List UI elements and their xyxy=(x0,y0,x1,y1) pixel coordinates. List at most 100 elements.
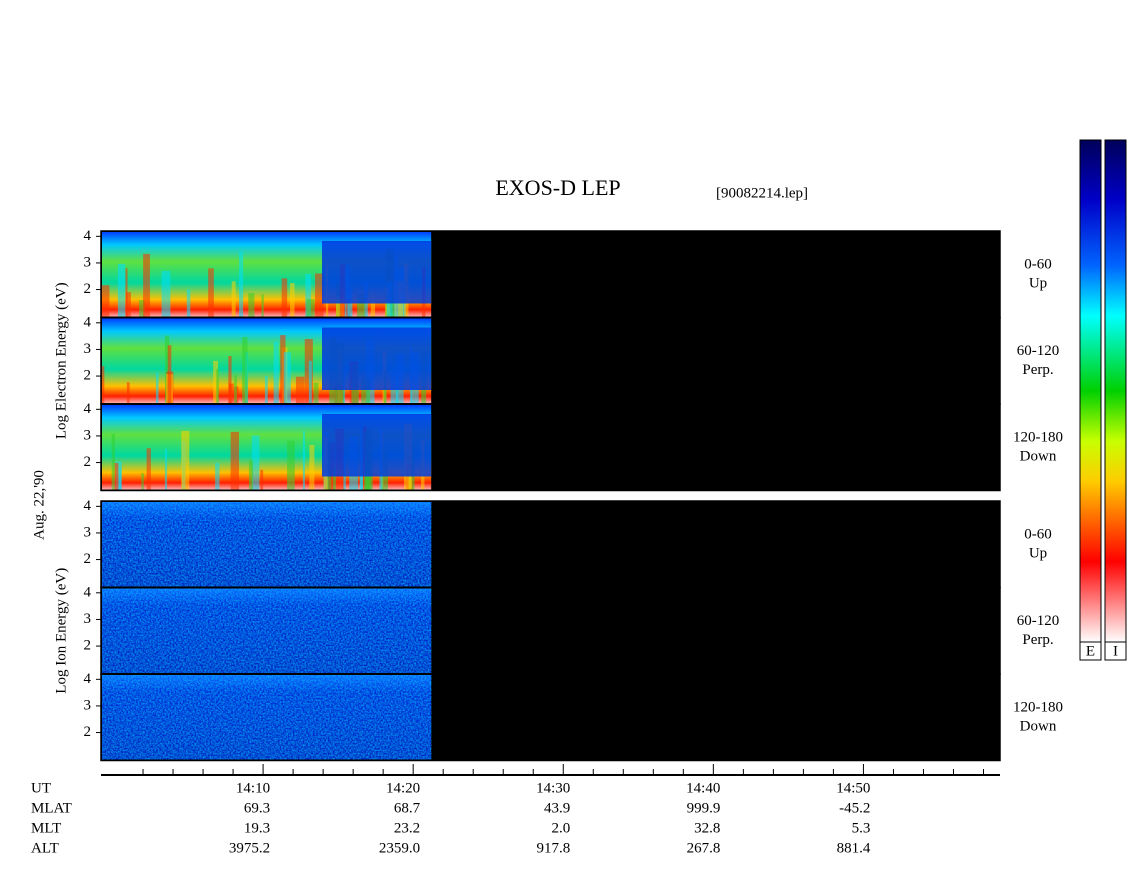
spectrogram-streak xyxy=(161,270,171,317)
spectrogram-noise xyxy=(102,675,432,760)
spectrogram-streak xyxy=(304,339,313,403)
x-tick-label: 14:50 xyxy=(836,780,870,796)
spectrogram-streak xyxy=(234,374,237,403)
spectrogram-streak xyxy=(213,360,218,403)
spectrogram-noise xyxy=(102,502,432,587)
spectrogram-region xyxy=(322,241,432,304)
ephemeris-value: 3975.2 xyxy=(229,840,270,856)
ephemeris-value: 5.3 xyxy=(852,820,871,836)
colorbar xyxy=(1104,139,1127,643)
spectrogram-streak xyxy=(146,448,151,490)
spectrogram-streak xyxy=(260,469,264,490)
panel-label: Down xyxy=(1020,448,1057,464)
ephemeris-value: 2359.0 xyxy=(379,840,420,856)
spectrogram-streak xyxy=(141,473,144,490)
spectrogram-streak xyxy=(248,460,254,490)
panel-label: 60-120 xyxy=(1017,613,1060,629)
spectrogram-streak xyxy=(139,300,145,317)
x-tick-label: 14:10 xyxy=(236,780,270,796)
panel-label: Up xyxy=(1029,275,1047,291)
colorbar-label-box xyxy=(1104,641,1127,661)
spectrogram-streak xyxy=(164,335,170,403)
panel-label: 120-180 xyxy=(1013,429,1063,445)
spectrogram-streak xyxy=(261,294,264,317)
panel-label: Up xyxy=(1029,545,1047,561)
panel-label: 60-120 xyxy=(1017,343,1060,359)
spectrogram-streak xyxy=(208,268,214,317)
x-tick-label: 14:20 xyxy=(386,780,420,796)
ephemeris-value: -45.2 xyxy=(839,800,870,816)
spectrogram-streak xyxy=(186,289,191,317)
spectrogram-streak xyxy=(239,251,244,317)
y-tick-label: 3 xyxy=(84,697,92,713)
spectrogram-streak xyxy=(315,273,324,317)
spectrogram-streak xyxy=(143,253,150,317)
spectrogram-streak xyxy=(287,440,295,490)
y-axis-label: Log Ion Energy (eV) xyxy=(53,568,69,694)
spectrogram-streak xyxy=(273,341,279,403)
spectrogram-streak xyxy=(251,435,260,490)
date: Aug. 22,'90 xyxy=(31,470,47,540)
panel-label: 0-60 xyxy=(1024,526,1052,542)
y-tick-label: 4 xyxy=(84,314,92,330)
spectrogram-streak xyxy=(332,466,336,490)
y-tick-label: 4 xyxy=(84,584,92,600)
spectrogram-streak xyxy=(309,444,315,490)
y-tick-label: 4 xyxy=(84,228,92,244)
ephemeris-value: 68.7 xyxy=(394,800,421,816)
ephemeris-value: 917.8 xyxy=(537,840,571,856)
ephemeris-value: 23.2 xyxy=(394,820,420,836)
spectrogram-streak xyxy=(117,263,126,317)
spectrogram-noise xyxy=(102,588,432,673)
spectrogram-streak xyxy=(114,463,119,490)
colorbar-label-box xyxy=(1079,641,1102,661)
row-label: ALT xyxy=(31,840,59,856)
colorbar xyxy=(1079,139,1102,643)
spectrogram-streak xyxy=(216,368,219,403)
spectrogram-streak xyxy=(164,448,168,490)
spectrogram-streak xyxy=(101,285,110,317)
ephemeris-value: 267.8 xyxy=(687,840,721,856)
spectrogram-region xyxy=(322,414,432,477)
ephemeris-value: 32.8 xyxy=(694,820,720,836)
spectrogram-streak xyxy=(361,378,371,403)
spectrogram-streak xyxy=(370,292,376,317)
y-tick-label: 3 xyxy=(84,254,92,270)
spectrogram-streak xyxy=(125,268,128,317)
x-tick-label: 14:40 xyxy=(686,780,720,796)
colorbar-label: I xyxy=(1113,643,1118,659)
spectrogram-streak xyxy=(290,283,295,317)
y-tick-label: 4 xyxy=(84,498,92,514)
spectrogram-streak xyxy=(264,375,268,403)
y-tick-label: 3 xyxy=(84,427,92,443)
spectrogram-streak xyxy=(215,462,220,490)
panel-label: 0-60 xyxy=(1024,256,1052,272)
title: EXOS-D LEP xyxy=(495,175,620,200)
x-tick-label: 14:30 xyxy=(536,780,570,796)
colorbar-label: E xyxy=(1086,643,1095,659)
y-tick-label: 2 xyxy=(84,724,92,740)
y-tick-label: 2 xyxy=(84,551,92,567)
y-tick-label: 3 xyxy=(84,611,92,627)
row-label: MLAT xyxy=(31,800,72,816)
ephemeris-value: 881.4 xyxy=(837,840,871,856)
spectrogram-streak xyxy=(248,293,255,317)
spectrogram-streak xyxy=(167,345,172,403)
y-tick-label: 2 xyxy=(84,637,92,653)
spectrogram-streak xyxy=(295,376,305,403)
y-tick-label: 2 xyxy=(84,281,92,297)
spectrogram-streak xyxy=(228,356,232,403)
y-tick-label: 4 xyxy=(84,401,92,417)
panel-label: Perp. xyxy=(1022,632,1053,648)
spectrogram-region xyxy=(322,327,432,390)
row-label: MLT xyxy=(31,820,61,836)
y-tick-label: 2 xyxy=(84,367,92,383)
spectrogram-streak xyxy=(306,299,315,317)
y-tick-label: 3 xyxy=(84,524,92,540)
spectrogram-streak xyxy=(230,431,239,490)
y-tick-label: 4 xyxy=(84,671,92,687)
spectrogram-streak xyxy=(302,431,305,490)
y-axis-label: Log Electron Energy (eV) xyxy=(53,282,69,439)
spectrogram-streak xyxy=(281,278,288,317)
